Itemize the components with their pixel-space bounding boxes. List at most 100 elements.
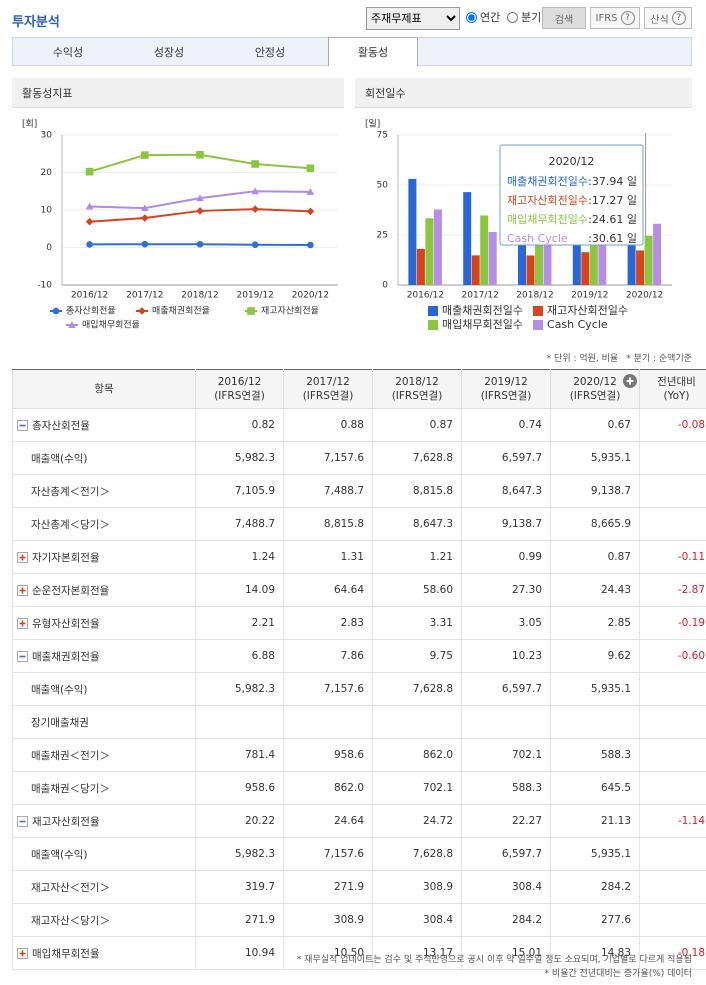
legend-item[interactable]: 재고자산회전율 [245,306,319,317]
tab[interactable]: 성장성 [153,45,185,59]
y-tick-label: -10 [37,281,52,291]
value-cell: 22.27 [461,804,551,838]
legend-item[interactable]: 매입채무회전율 [66,319,140,331]
cell-text: 702.1 [422,782,453,794]
header-text: (IFRS연결) [391,390,443,402]
cell-text: 6,597.7 [501,848,542,860]
cell-text: 9.75 [429,650,453,662]
value-cell: 7,628.8 [372,837,462,871]
radio-option[interactable]: 연간 [466,9,500,25]
bar [644,235,653,285]
point [307,241,314,249]
value-cell: 2.85 [550,606,640,640]
tab[interactable]: 안정성 [254,45,286,59]
expand-toggle[interactable] [17,420,28,431]
cell-text: 862.0 [422,749,453,761]
legend-label: 매출채권회전율 [152,305,210,317]
expand-toggle[interactable] [17,585,28,596]
expand-toggle[interactable] [17,948,28,959]
tooltip-value: :17.27 일 [588,193,637,207]
cell-text: 2.21 [251,617,275,629]
radio-button[interactable] [466,11,477,23]
tab[interactable]: 수익성 [52,45,84,59]
value-cell: 9,138.7 [550,474,640,508]
value-cell: 7,157.6 [283,441,373,475]
legend-item[interactable]: 매출채권회전일수 [428,303,523,317]
expand-toggle[interactable] [17,552,28,563]
table-row: 총자산회전율 0.82 0.88 0.87 0.74 0.67 -0.08 [12,408,706,442]
tab[interactable]: 활동성 [328,37,418,66]
value-cell: 271.9 [195,903,284,937]
value-cell: 271.9 [283,870,373,904]
panel-title: 활동성지표 [12,78,344,108]
x-tick-label: 2016/12 [71,291,108,301]
row-label: 유형자산회전율 [32,617,100,630]
value-cell: 277.6 [550,903,640,937]
legend-item[interactable]: Cash Cycle [533,318,608,331]
row-label-cell: 매출채권＜당기＞ [12,771,196,805]
cell-text: 781.4 [244,749,275,761]
bar [433,209,442,285]
y-tick-label: 0 [46,243,52,253]
row-label: 매출액(수익) [31,452,88,465]
yoy-cell [639,738,706,772]
row-label: 재고자산회전율 [32,815,100,828]
radio-button[interactable] [507,11,518,23]
statement-select[interactable]: 주재무제표 [366,7,460,30]
radio-option[interactable]: 분기 [507,9,541,25]
button-label: 검색 [554,14,574,26]
header-button[interactable]: 검색 [542,7,586,29]
value-cell: 319.7 [195,870,284,904]
legend-item[interactable]: 매입채무회전일수 [428,317,523,331]
y-tick-label: 20 [41,168,53,178]
column-header: 2019/12 (IFRS연결) [461,369,551,409]
row-label-cell: 총자산회전율 [12,408,196,442]
bar [653,223,662,285]
point [196,207,204,215]
header-button[interactable]: 산식? [644,7,692,29]
legend-item[interactable]: 총자산회전율 [50,306,116,317]
row-label: 총자산회전율 [32,419,90,432]
cell-text: -1.14 [677,815,705,827]
point [141,151,149,159]
row-label: 매출채권회전율 [32,650,100,663]
header-button[interactable]: IFRS? [590,7,640,29]
legend-marker [52,307,60,315]
bar [589,236,598,285]
tab-bar: 수익성 성장성 안정성 활동성 [12,37,692,66]
value-cell: 8,665.9 [550,507,640,541]
bar [598,229,607,285]
radio-label: 연간 [480,11,501,24]
table-row: 매출채권＜전기＞ 781.4 958.6 862.0 702.1 588.3 [12,738,706,772]
y-axis-label: [회] [22,119,37,130]
footnote: * 비율간 전년대비는 증가율(%) 데이터 [544,969,692,979]
value-cell: 6.88 [195,639,284,673]
expand-toggle[interactable] [17,618,28,629]
expand-toggle[interactable] [17,651,28,662]
row-label-cell: 재고자산회전율 [12,804,196,838]
value-cell: 7,488.7 [283,474,373,508]
cell-text: 588.3 [600,749,631,761]
table-row: 매입채무회전율 10.94 10.50 13.17 15.01 14.83 -0.18 [12,936,706,970]
cell-text: 271.9 [244,914,275,926]
legend-swatch [428,320,438,330]
bar [463,192,472,285]
column-header: 2016/12 (IFRS연결) [195,369,284,409]
bar [471,255,480,285]
row-label-cell: 재고자산＜당기＞ [12,903,196,937]
expand-toggle[interactable] [17,816,28,827]
row-label: 매출채권＜당기＞ [31,782,110,795]
legend-item[interactable]: 재고자산회전일수 [533,303,628,317]
legend-item[interactable]: 매출채권회전율 [136,305,210,317]
value-cell: 13.17 [372,936,462,970]
value-cell: 7,157.6 [283,837,373,871]
add-column-button[interactable] [623,374,637,388]
table-header: 항목 2016/12 (IFRS연결) 2017/12 (IFRS연결) 2018/12 (… [12,369,706,409]
cell-text: 308.4 [511,881,542,893]
value-cell: 58.60 [372,573,462,607]
cell-text: 7,157.6 [323,683,364,695]
value-cell: 7,628.8 [372,672,462,706]
row-label-cell: 매출액(수익) [12,837,196,871]
table-row: 재고자산＜전기＞ 319.7 271.9 308.9 308.4 284.2 [12,870,706,904]
